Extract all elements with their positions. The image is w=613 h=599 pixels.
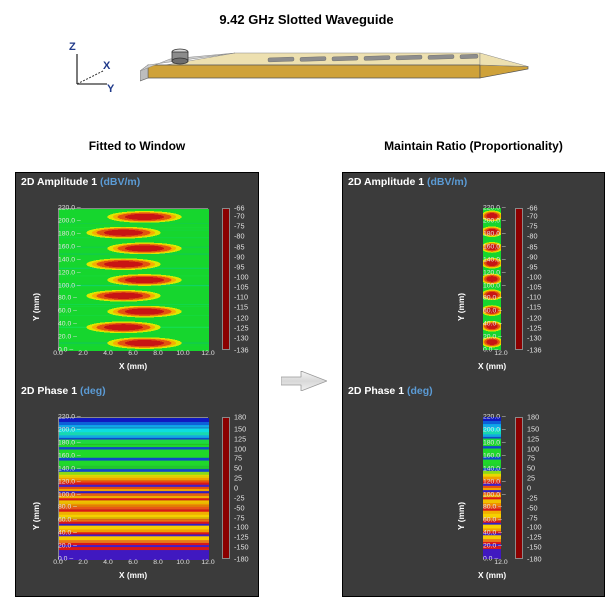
svg-text:X: X bbox=[103, 60, 111, 72]
svg-text:Z: Z bbox=[69, 41, 76, 53]
svg-text:Y: Y bbox=[107, 83, 115, 95]
